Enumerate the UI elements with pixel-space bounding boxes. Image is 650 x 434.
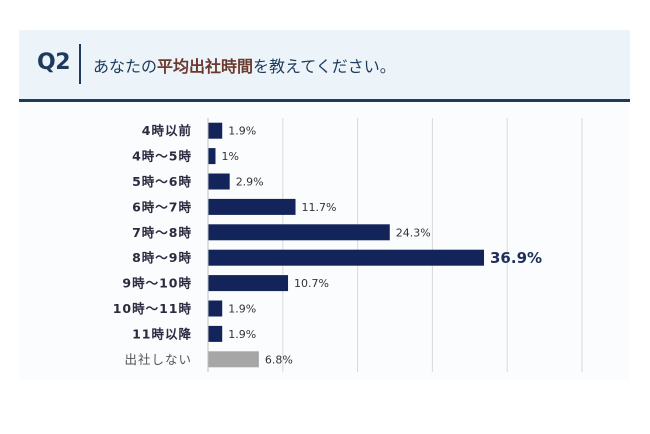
value-label: 10.7% [294,277,329,290]
value-label: 24.3% [396,226,431,239]
category-label: 出社しない [124,352,192,367]
bar [208,148,216,165]
category-label: 5時～6時 [132,174,192,189]
category-label: 4時以前 [142,123,192,138]
bar [208,122,223,139]
value-label: 1.9% [228,303,256,316]
question-text-post: を教えてください。 [253,57,396,76]
question-header: Q2 あなたの平均出社時間を教えてください。 [19,30,630,102]
question-text: あなたの平均出社時間を教えてください。 [93,53,396,77]
value-label: 1% [221,150,238,163]
question-text-highlight: 平均出社時間 [157,57,254,76]
value-label: 6.8% [265,353,293,366]
value-label: 1.9% [228,328,256,341]
value-label: 2.9% [236,176,264,189]
bar [208,351,259,368]
bar [208,300,223,317]
value-label: 11.7% [302,201,337,214]
category-label: 9時～10時 [122,276,192,291]
category-label: 10時～11時 [113,301,192,316]
question-text-pre: あなたの [93,57,158,76]
bar [208,173,230,190]
question-id: Q2 [37,50,71,75]
category-label: 11時以降 [132,326,192,341]
bar [208,224,390,241]
category-label: 4時～5時 [132,149,192,164]
bar [208,275,289,292]
header-divider [79,44,81,84]
category-label: 8時～9時 [132,250,192,265]
value-label: 1.9% [228,125,256,138]
bar [208,249,485,266]
category-label: 6時～7時 [132,199,192,214]
bar [208,198,296,215]
bar [208,325,223,342]
value-label: 36.9% [490,249,542,267]
category-label: 7時～8時 [132,225,192,240]
